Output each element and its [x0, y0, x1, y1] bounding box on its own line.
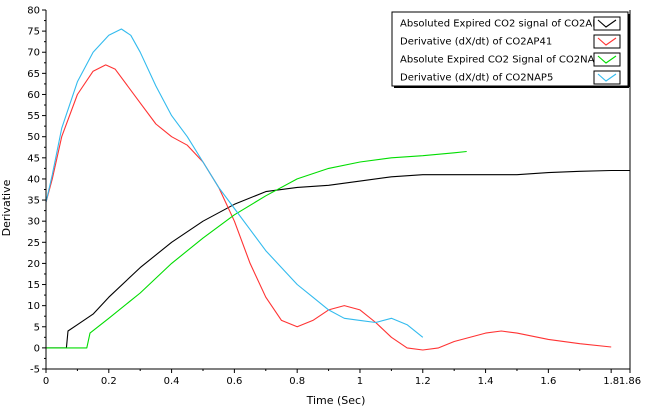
y-tick-label: 50 [27, 132, 40, 143]
x-tick-label: 1.6 [540, 376, 556, 387]
y-tick-label: 5 [34, 322, 40, 333]
x-tick-label: 1 [357, 376, 363, 387]
y-tick-label: 10 [27, 301, 40, 312]
x-tick-label: 1.2 [415, 376, 431, 387]
x-tick-label: 0.8 [289, 376, 305, 387]
x-axis-label: Time (Sec) [306, 394, 366, 407]
y-tick-label: 45 [27, 153, 40, 164]
y-tick-label: 65 [27, 69, 40, 80]
legend-swatch-line [597, 19, 617, 28]
legend-label: Derivative (dX/dt) of CO2NAP5 [400, 73, 553, 84]
y-tick-label: 70 [27, 48, 40, 59]
legend-swatch-box [593, 70, 621, 85]
legend-swatch-line [597, 55, 617, 64]
x-tick-label: 0 [43, 376, 49, 387]
y-tick-label: 25 [27, 238, 40, 249]
y-axis-label: Derivative [0, 179, 13, 236]
y-tick-label: 75 [27, 27, 40, 38]
legend: Absoluted Expired CO2 signal of CO2AP41 D… [391, 11, 630, 88]
x-tick-label: 0.6 [226, 376, 242, 387]
legend-label: Absolute Expired CO2 Signal of CO2NAP5 [400, 55, 607, 66]
y-tick-label: 80 [27, 6, 40, 17]
x-tick-label: 0.4 [164, 376, 180, 387]
legend-box [391, 11, 629, 87]
y-tick-label: 20 [27, 259, 40, 270]
x-tick-label: 1.4 [478, 376, 494, 387]
x-tick-label: 1.8 [603, 376, 619, 387]
series-line-1 [46, 169, 630, 349]
legend-swatch-box [593, 34, 621, 49]
series-layer [45, 28, 630, 351]
legend-swatch-box [593, 52, 621, 67]
y-tick-label: 30 [27, 217, 40, 228]
legend-label: Absoluted Expired CO2 signal of CO2AP41 [400, 19, 611, 30]
legend-swatch-line [597, 37, 617, 46]
y-tick-label: 15 [27, 280, 40, 291]
y-tick-label: 60 [27, 90, 40, 101]
x-tick-label: 1.86 [619, 376, 641, 387]
y-tick-label: 0 [34, 343, 40, 354]
y-tick-label: 35 [27, 196, 40, 207]
legend-swatch-line [597, 73, 617, 82]
series-line-2 [45, 64, 612, 351]
legend-swatch-box [593, 16, 621, 31]
series-line-3 [46, 150, 467, 349]
y-tick-label: 40 [27, 174, 40, 185]
series-line-4 [45, 28, 424, 338]
x-tick-label: 0.2 [101, 376, 117, 387]
y-tick-label: -5 [30, 365, 40, 376]
legend-label: Derivative (dX/dt) of CO2AP41 [400, 37, 552, 48]
y-tick-label: 55 [27, 111, 40, 122]
